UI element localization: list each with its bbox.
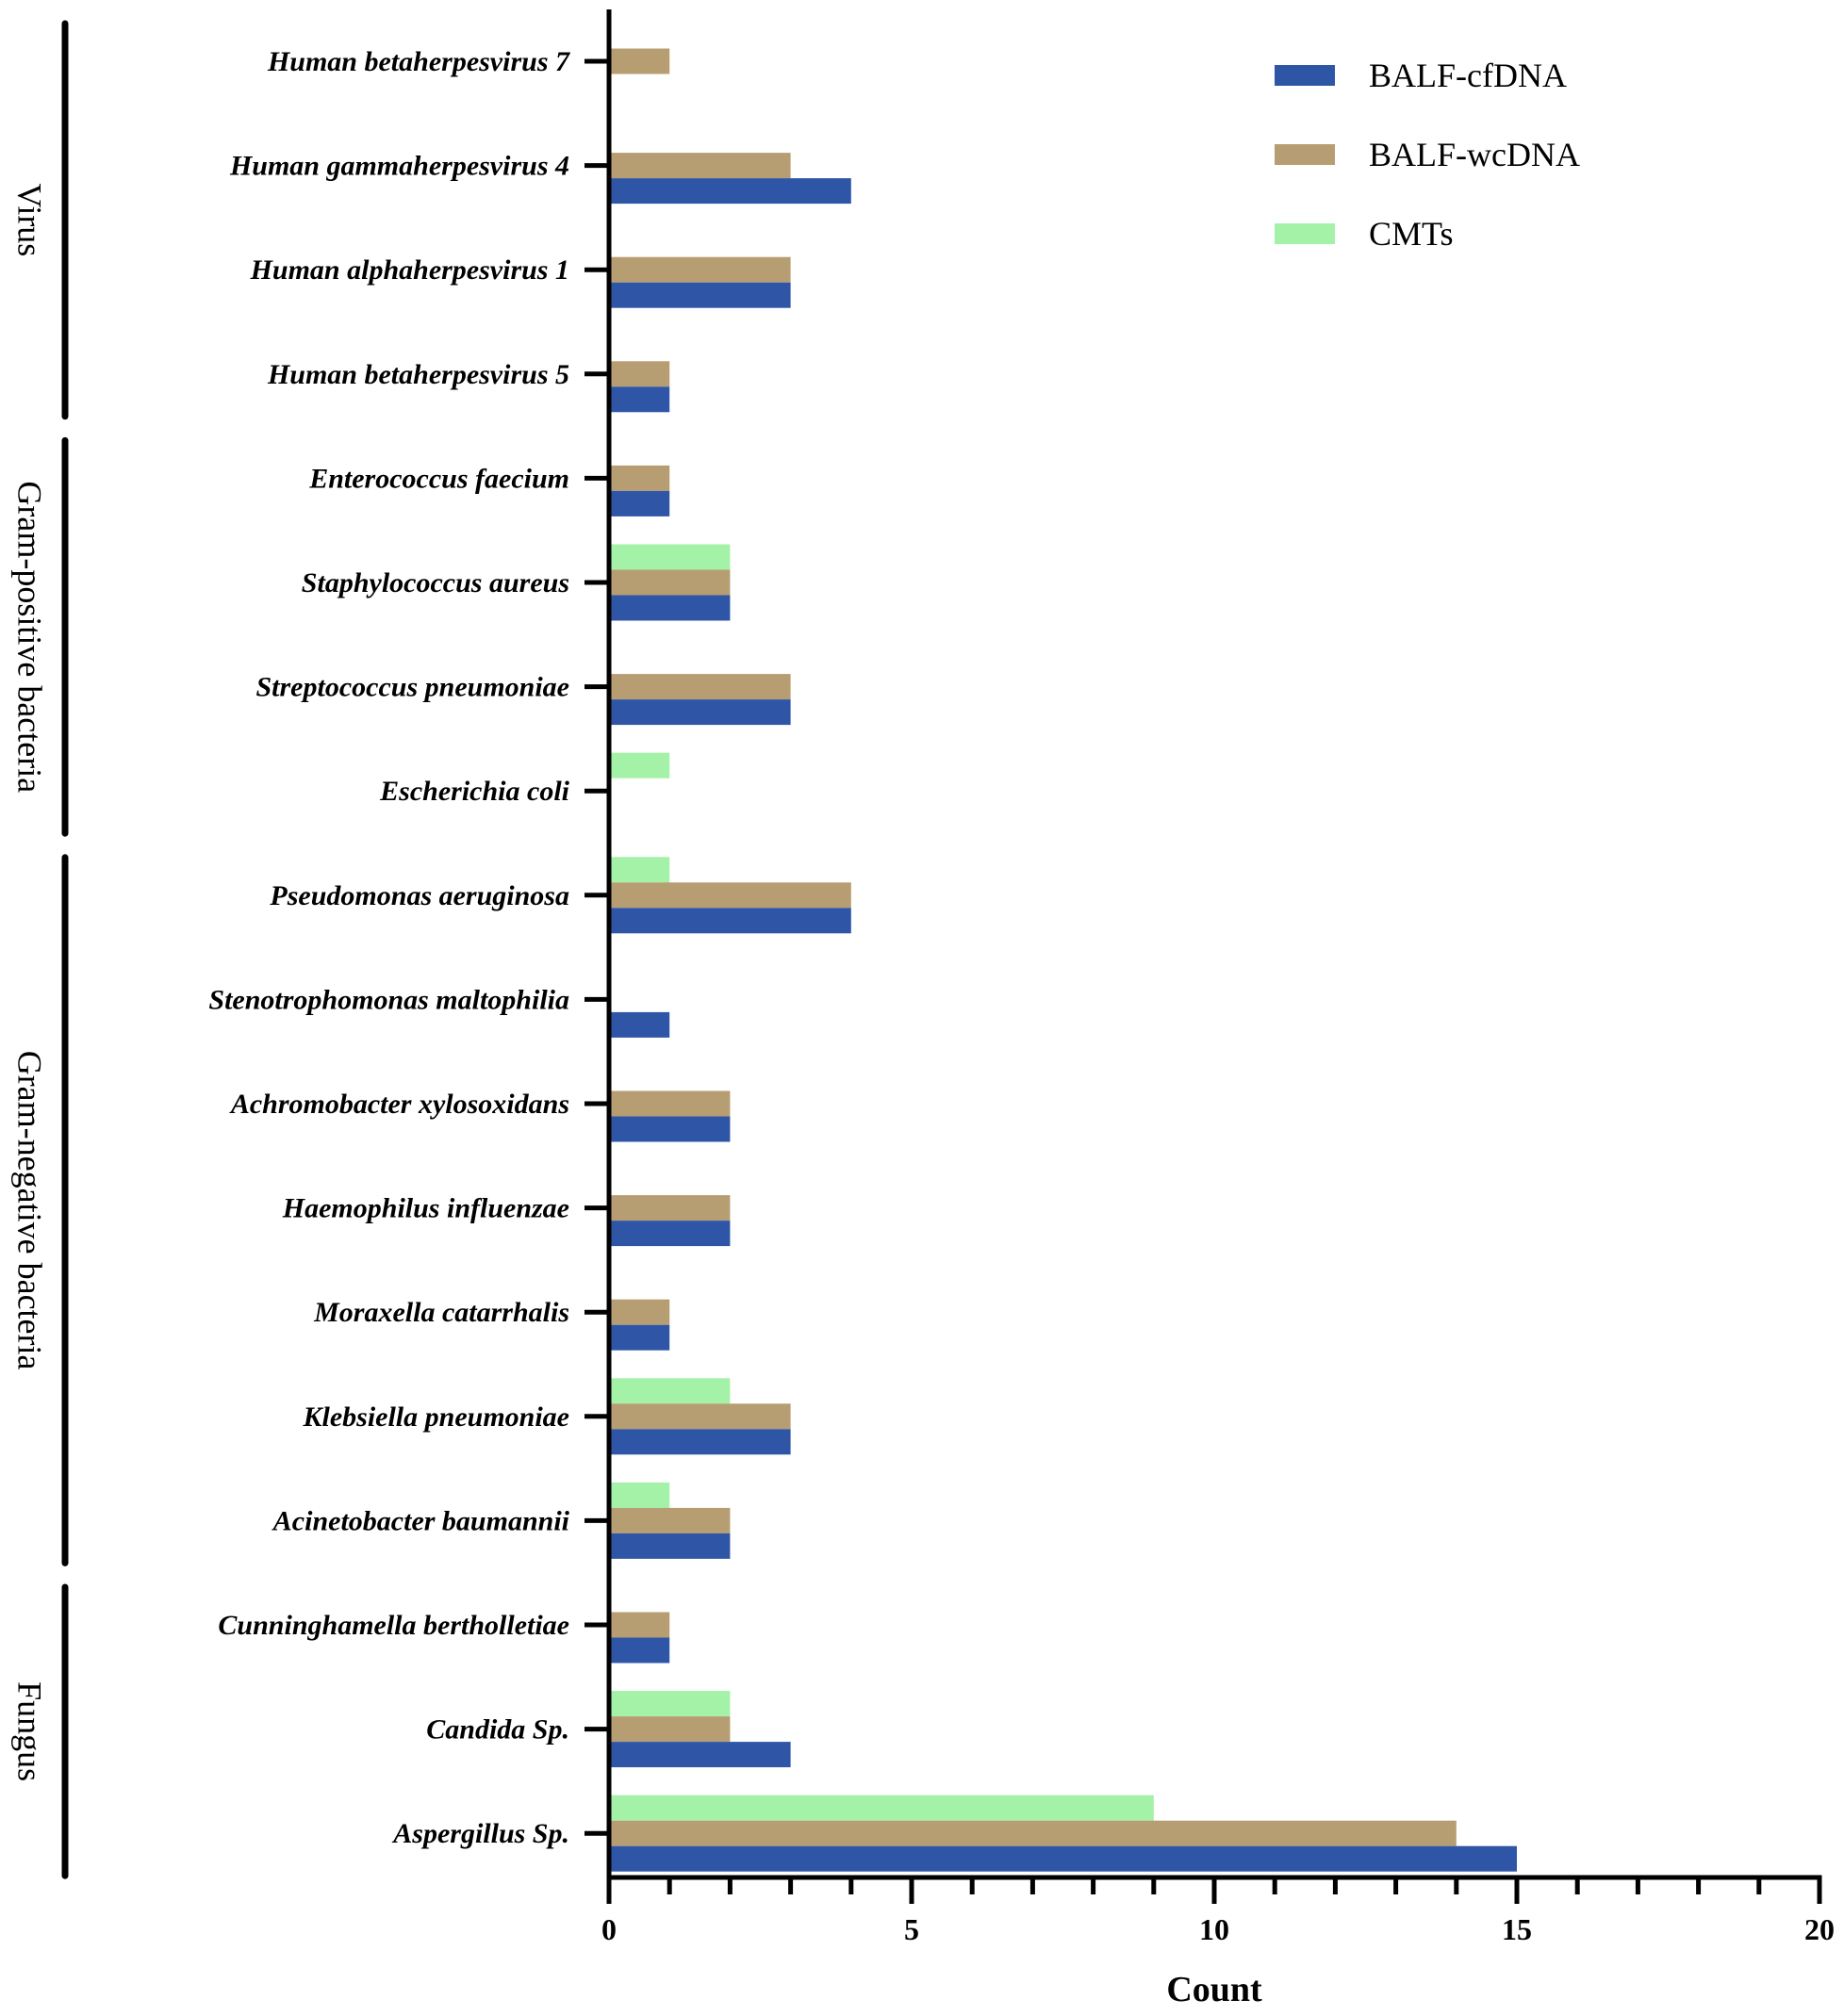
category-label: Human alphaherpesvirus 1 (250, 254, 569, 286)
group-label: Fungus (11, 1681, 49, 1781)
bar-cmts-14 (609, 1482, 670, 1508)
category-label: Candida Sp. (426, 1714, 569, 1746)
bar-balf-wcdna-4 (609, 465, 670, 491)
legend-label: BALF-cfDNA (1369, 57, 1567, 94)
bar-balf-cfdna-17 (609, 1845, 1517, 1872)
bar-balf-cfdna-2 (609, 282, 791, 308)
bar-cmts-7 (609, 752, 670, 779)
legend-swatch-cmts (1275, 223, 1335, 244)
bars-layer (609, 48, 1517, 1872)
bar-balf-cfdna-10 (609, 1116, 731, 1142)
x-tick-label: 15 (1502, 1912, 1532, 1946)
bar-balf-wcdna-5 (609, 569, 731, 596)
bar-balf-wcdna-10 (609, 1090, 731, 1117)
category-label: Staphylococcus aureus (302, 567, 569, 598)
category-label: Human betaherpesvirus 5 (267, 359, 569, 390)
category-label: Klebsiella pneumoniae (302, 1401, 569, 1433)
category-label: Haemophilus influenzae (282, 1193, 569, 1224)
bar-balf-cfdna-3 (609, 386, 670, 413)
category-label: Aspergillus Sp. (391, 1818, 569, 1849)
bar-balf-cfdna-4 (609, 490, 670, 516)
legend-label: CMTs (1369, 215, 1454, 253)
category-label: Streptococcus pneumoniae (255, 672, 569, 703)
bar-balf-wcdna-2 (609, 256, 791, 283)
bar-balf-wcdna-16 (609, 1716, 731, 1743)
category-label: Enterococcus faecium (308, 463, 569, 494)
category-label: Human betaherpesvirus 7 (267, 46, 570, 77)
bar-cmts-17 (609, 1795, 1154, 1821)
legend-swatch-balf-wcdna (1275, 144, 1335, 165)
bar-balf-cfdna-9 (609, 1011, 670, 1038)
bar-balf-cfdna-16 (609, 1742, 791, 1768)
bar-balf-cfdna-13 (609, 1429, 791, 1455)
legend-label: BALF-wcDNA (1369, 136, 1580, 173)
bar-cmts-8 (609, 857, 670, 883)
bar-balf-wcdna-17 (609, 1820, 1457, 1846)
bar-balf-wcdna-15 (609, 1612, 670, 1638)
category-label: Cunninghamella bertholletiae (218, 1610, 569, 1641)
group-label: Virus (11, 183, 49, 256)
bar-balf-wcdna-0 (609, 48, 670, 74)
bar-balf-wcdna-13 (609, 1403, 791, 1430)
bar-balf-cfdna-14 (609, 1532, 731, 1559)
category-label: Human gammaherpesvirus 4 (229, 151, 569, 182)
bar-balf-wcdna-1 (609, 153, 791, 179)
legend-swatch-balf-cfdna (1275, 65, 1335, 86)
bar-cmts-13 (609, 1378, 731, 1404)
bar-cmts-5 (609, 544, 731, 570)
group-brackets: Virus Gram-positive bacteria Gram-negative… (11, 20, 69, 1879)
bar-cmts-16 (609, 1691, 731, 1717)
group-label: Gram-positive bacteria (11, 481, 49, 793)
x-axis-title: Count (1166, 1970, 1262, 2009)
group-label: Gram-negative bacteria (11, 1051, 49, 1370)
bar-balf-cfdna-5 (609, 595, 731, 621)
category-label: Escherichia coli (379, 776, 569, 807)
bar-balf-cfdna-11 (609, 1221, 731, 1247)
bar-balf-wcdna-12 (609, 1299, 670, 1325)
category-label: Pseudomonas aeruginosa (269, 880, 569, 911)
x-tick-label: 5 (904, 1912, 919, 1946)
axes: 0 5 10 15 20 (584, 9, 1835, 1946)
category-label: Moraxella catarrhalis (313, 1297, 569, 1328)
bar-balf-cfdna-12 (609, 1324, 670, 1351)
bar-balf-wcdna-6 (609, 674, 791, 700)
bar-balf-cfdna-6 (609, 699, 791, 726)
category-labels: Human betaherpesvirus 7 Human gammaherpes… (208, 46, 570, 1849)
bar-balf-cfdna-15 (609, 1637, 670, 1664)
bar-balf-wcdna-11 (609, 1195, 731, 1221)
bar-balf-wcdna-3 (609, 361, 670, 387)
bar-balf-cfdna-8 (609, 908, 851, 934)
category-label: Acinetobacter baumannii (272, 1505, 570, 1536)
legend: BALF-cfDNA BALF-wcDNA CMTs (1275, 57, 1580, 253)
category-label: Achromobacter xylosoxidans (229, 1089, 569, 1120)
bar-balf-wcdna-8 (609, 882, 851, 909)
category-label: Stenotrophomonas maltophilia (208, 984, 569, 1015)
bar-balf-cfdna-1 (609, 178, 851, 205)
bar-balf-wcdna-14 (609, 1507, 731, 1533)
x-tick-label: 10 (1199, 1912, 1229, 1946)
x-tick-label: 20 (1804, 1912, 1835, 1946)
x-tick-label: 0 (601, 1912, 617, 1946)
